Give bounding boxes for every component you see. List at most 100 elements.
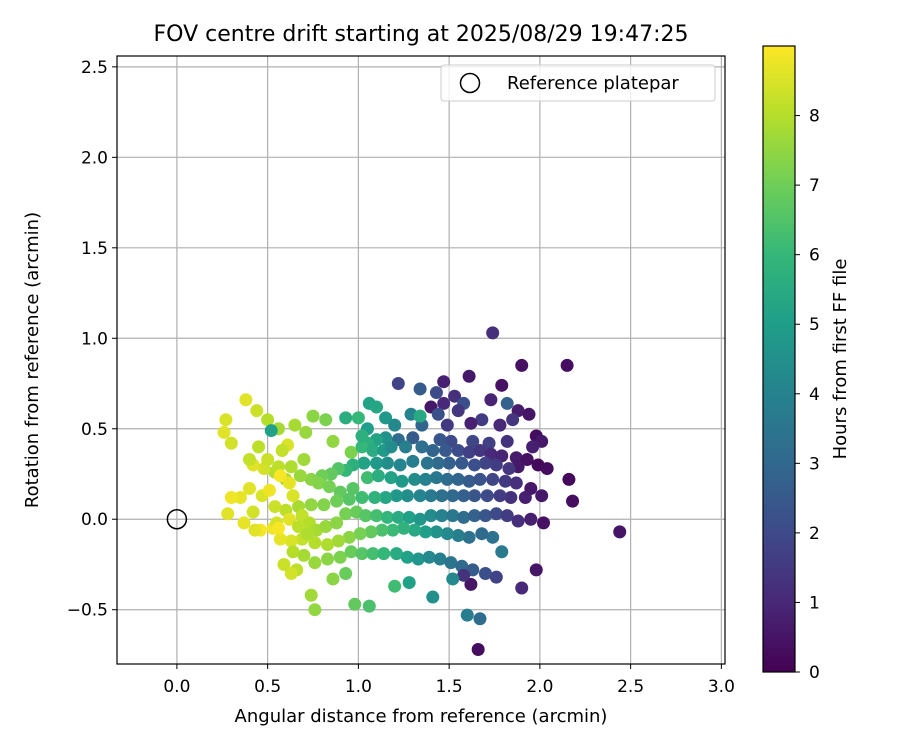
scatter-point — [522, 407, 536, 421]
scatter-point — [562, 472, 576, 486]
scatter-point — [518, 491, 532, 505]
scatter-point — [457, 568, 471, 582]
scatter-point — [493, 489, 507, 503]
scatter-point — [321, 552, 335, 566]
scatter-point — [233, 491, 247, 505]
scatter-point — [473, 443, 487, 457]
scatter-point — [286, 489, 300, 503]
scatter-point — [333, 550, 347, 564]
scatter-point — [288, 418, 302, 432]
scatter-point — [299, 425, 313, 439]
x-tick-label: 0.5 — [254, 677, 281, 697]
scatter-point — [524, 512, 538, 526]
scatter-point — [306, 409, 320, 423]
scatter-point — [500, 396, 514, 410]
scatter-point — [346, 481, 360, 495]
scatter-point — [471, 643, 485, 657]
scatter-point — [362, 599, 376, 613]
reference-platepar-marker — [166, 508, 188, 530]
colorbar-tick-label: 2 — [809, 524, 820, 544]
scatter-point — [261, 453, 275, 467]
scatter-point — [275, 443, 289, 457]
scatter-point — [451, 443, 465, 457]
scatter-point — [282, 476, 296, 490]
y-axis-ticks: −0.5 0.0 0.5 1.0 1.5 2.0 2.5 — [67, 58, 117, 621]
scatter-point — [413, 409, 427, 423]
scatter-point — [413, 512, 427, 526]
scatter-point — [355, 547, 369, 561]
x-axis-label: Angular distance from reference (arcmin) — [235, 706, 608, 727]
scatter-point — [451, 529, 465, 543]
scatter-point — [489, 507, 503, 521]
grid — [117, 56, 725, 664]
plot-frame — [116, 55, 726, 665]
scatter-point — [475, 527, 489, 541]
scatter-point — [297, 453, 311, 467]
scatter-point — [406, 454, 420, 468]
scatter-point — [504, 491, 518, 505]
scatter-point — [406, 431, 420, 445]
chart-title: FOV centre drift starting at 2025/08/29 … — [154, 22, 689, 47]
scatter-point — [419, 472, 433, 486]
scatter-point — [348, 597, 362, 611]
colorbar-tick-label: 8 — [809, 107, 820, 127]
scatter-point — [399, 440, 413, 454]
scatter-point — [462, 474, 476, 488]
scatter-point — [284, 567, 298, 581]
scatter-point — [442, 456, 456, 470]
scatter-point — [480, 489, 494, 503]
scatter-point — [355, 429, 369, 443]
x-tick-label: 2.5 — [617, 677, 644, 697]
scatter-point — [217, 425, 231, 439]
scatter-point — [451, 472, 465, 486]
scatter-point — [308, 556, 322, 570]
scatter-point — [431, 456, 445, 470]
colorbar-gradient — [762, 45, 796, 673]
scatter-point — [246, 505, 260, 519]
scatter-point — [402, 510, 416, 524]
scatter-point — [493, 418, 507, 432]
scatter-point — [357, 456, 371, 470]
scatter-point — [400, 489, 414, 503]
scatter-point — [371, 469, 385, 483]
x-tick-label: 1.0 — [345, 677, 372, 697]
scatter-point — [248, 523, 262, 537]
scatter-point — [388, 579, 402, 593]
scatter-point — [468, 458, 482, 472]
scatter-point — [291, 519, 305, 533]
scatter-point — [304, 588, 318, 602]
scatter-point — [486, 472, 500, 486]
scatter-point — [308, 603, 322, 617]
scatter-point — [268, 500, 282, 514]
scatter-point — [330, 494, 344, 508]
x-tick-label: 3.0 — [708, 677, 735, 697]
scatter-point — [566, 494, 580, 508]
legend-label: Reference platepar — [507, 73, 679, 94]
scatter-point — [364, 525, 378, 539]
legend-box — [440, 64, 716, 102]
scatter-point — [339, 411, 353, 425]
scatter-point — [237, 516, 251, 530]
scatter-point — [478, 509, 492, 523]
scatter-point — [342, 530, 356, 544]
scatter-point — [457, 510, 471, 524]
scatter-point — [419, 525, 433, 539]
scatter-point — [355, 491, 369, 505]
y-tick-label: 1.0 — [81, 329, 108, 349]
scatter-point — [437, 396, 451, 410]
scatter-point — [484, 393, 498, 407]
scatter-point — [284, 460, 298, 474]
scatter-point — [344, 545, 358, 559]
scatter-point — [462, 445, 476, 459]
scatter-point — [437, 375, 451, 389]
scatter-point — [526, 440, 540, 454]
y-tick-label: 2.0 — [81, 148, 108, 168]
scatter-point — [301, 527, 315, 541]
scatter-point — [455, 456, 469, 470]
scatter-point — [221, 507, 235, 521]
scatter-point — [326, 572, 340, 586]
colorbar-tick-label: 5 — [809, 315, 820, 335]
scatter-point — [400, 550, 414, 564]
scatter-point — [321, 538, 335, 552]
scatter-point — [466, 434, 480, 448]
